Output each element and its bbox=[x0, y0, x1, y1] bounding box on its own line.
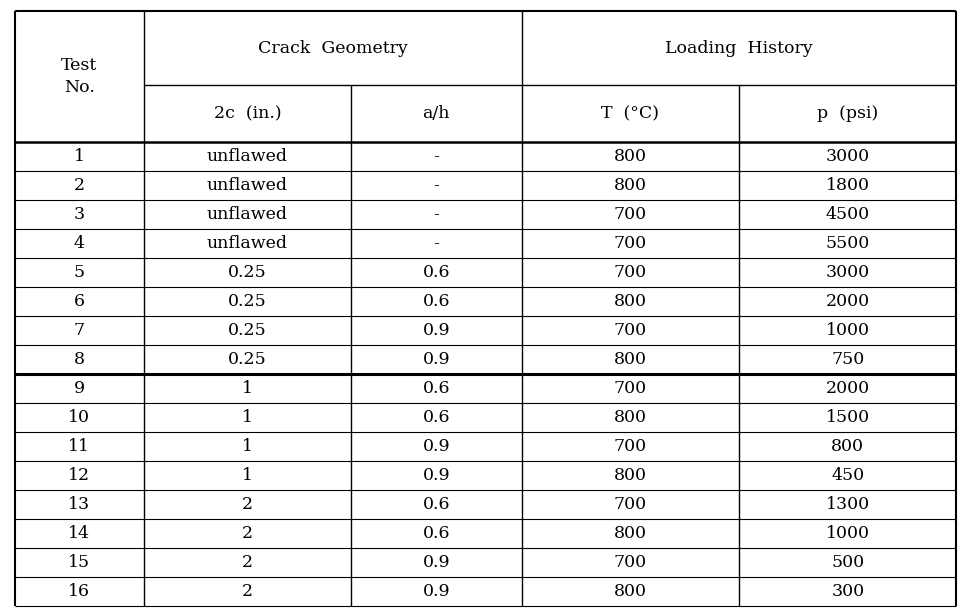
Text: 0.25: 0.25 bbox=[228, 351, 266, 368]
Text: 1: 1 bbox=[74, 148, 84, 165]
Text: 800: 800 bbox=[614, 148, 647, 165]
Text: 8: 8 bbox=[74, 351, 84, 368]
Text: 0.6: 0.6 bbox=[422, 409, 450, 426]
Text: -: - bbox=[433, 206, 439, 223]
Text: 0.9: 0.9 bbox=[422, 351, 451, 368]
Text: 0.6: 0.6 bbox=[422, 496, 450, 513]
Text: unflawed: unflawed bbox=[207, 148, 288, 165]
Text: 800: 800 bbox=[614, 177, 647, 194]
Text: 800: 800 bbox=[614, 467, 647, 484]
Text: 0.6: 0.6 bbox=[422, 380, 450, 397]
Text: Test
No.: Test No. bbox=[61, 57, 97, 96]
Text: 0.6: 0.6 bbox=[422, 264, 450, 281]
Text: 10: 10 bbox=[68, 409, 90, 426]
Text: 800: 800 bbox=[614, 351, 647, 368]
Text: 1500: 1500 bbox=[826, 409, 870, 426]
Text: a/h: a/h bbox=[422, 105, 450, 122]
Text: 11: 11 bbox=[68, 438, 90, 455]
Text: 3000: 3000 bbox=[826, 148, 870, 165]
Text: 3: 3 bbox=[74, 206, 84, 223]
Text: 800: 800 bbox=[831, 438, 864, 455]
Text: 0.6: 0.6 bbox=[422, 525, 450, 542]
Text: 6: 6 bbox=[74, 293, 84, 310]
Text: 0.25: 0.25 bbox=[228, 293, 266, 310]
Text: 0.6: 0.6 bbox=[422, 293, 450, 310]
Text: 3000: 3000 bbox=[826, 264, 870, 281]
Text: 450: 450 bbox=[831, 467, 864, 484]
Text: 0.25: 0.25 bbox=[228, 322, 266, 339]
Text: 13: 13 bbox=[68, 496, 90, 513]
Text: 800: 800 bbox=[614, 525, 647, 542]
Text: 9: 9 bbox=[74, 380, 84, 397]
Text: 0.9: 0.9 bbox=[422, 554, 451, 571]
Text: 0.25: 0.25 bbox=[228, 264, 266, 281]
Text: 300: 300 bbox=[831, 583, 864, 600]
Text: 2: 2 bbox=[74, 177, 84, 194]
Text: unflawed: unflawed bbox=[207, 235, 288, 252]
Text: -: - bbox=[433, 177, 439, 194]
Text: 800: 800 bbox=[614, 293, 647, 310]
Text: 700: 700 bbox=[613, 554, 647, 571]
Text: unflawed: unflawed bbox=[207, 206, 288, 223]
Text: 1000: 1000 bbox=[826, 525, 870, 542]
Text: 15: 15 bbox=[68, 554, 90, 571]
Text: 700: 700 bbox=[613, 496, 647, 513]
Text: 700: 700 bbox=[613, 438, 647, 455]
Text: unflawed: unflawed bbox=[207, 177, 288, 194]
Text: 0.9: 0.9 bbox=[422, 583, 451, 600]
Text: 0.9: 0.9 bbox=[422, 322, 451, 339]
Text: Crack  Geometry: Crack Geometry bbox=[258, 40, 408, 57]
Text: 4: 4 bbox=[74, 235, 84, 252]
Text: 700: 700 bbox=[613, 264, 647, 281]
Text: 2: 2 bbox=[242, 525, 253, 542]
Text: 0.9: 0.9 bbox=[422, 467, 451, 484]
Text: -: - bbox=[433, 235, 439, 252]
Text: 1000: 1000 bbox=[826, 322, 870, 339]
Text: p  (psi): p (psi) bbox=[817, 105, 878, 122]
Text: 700: 700 bbox=[613, 206, 647, 223]
Text: 1: 1 bbox=[242, 409, 253, 426]
Text: 2000: 2000 bbox=[826, 380, 870, 397]
Text: 800: 800 bbox=[614, 409, 647, 426]
Text: 2: 2 bbox=[242, 583, 253, 600]
Text: 1300: 1300 bbox=[826, 496, 870, 513]
Text: 7: 7 bbox=[74, 322, 84, 339]
Text: 1: 1 bbox=[242, 380, 253, 397]
Text: 16: 16 bbox=[68, 583, 90, 600]
Text: 5500: 5500 bbox=[826, 235, 870, 252]
Text: Loading  History: Loading History bbox=[665, 40, 813, 57]
Text: 700: 700 bbox=[613, 235, 647, 252]
Text: 4500: 4500 bbox=[826, 206, 870, 223]
Text: 2000: 2000 bbox=[826, 293, 870, 310]
Text: 1: 1 bbox=[242, 438, 253, 455]
Text: 2: 2 bbox=[242, 496, 253, 513]
Text: 750: 750 bbox=[831, 351, 864, 368]
Text: -: - bbox=[433, 148, 439, 165]
Text: 5: 5 bbox=[74, 264, 84, 281]
Text: 0.9: 0.9 bbox=[422, 438, 451, 455]
Text: 2: 2 bbox=[242, 554, 253, 571]
Text: 1: 1 bbox=[242, 467, 253, 484]
Text: 700: 700 bbox=[613, 322, 647, 339]
Text: 800: 800 bbox=[614, 583, 647, 600]
Text: 700: 700 bbox=[613, 380, 647, 397]
Text: 14: 14 bbox=[68, 525, 90, 542]
Text: 500: 500 bbox=[831, 554, 864, 571]
Text: 1800: 1800 bbox=[826, 177, 870, 194]
Text: 2c  (in.): 2c (in.) bbox=[213, 105, 281, 122]
Text: T  (°C): T (°C) bbox=[602, 105, 659, 122]
Text: 12: 12 bbox=[68, 467, 90, 484]
